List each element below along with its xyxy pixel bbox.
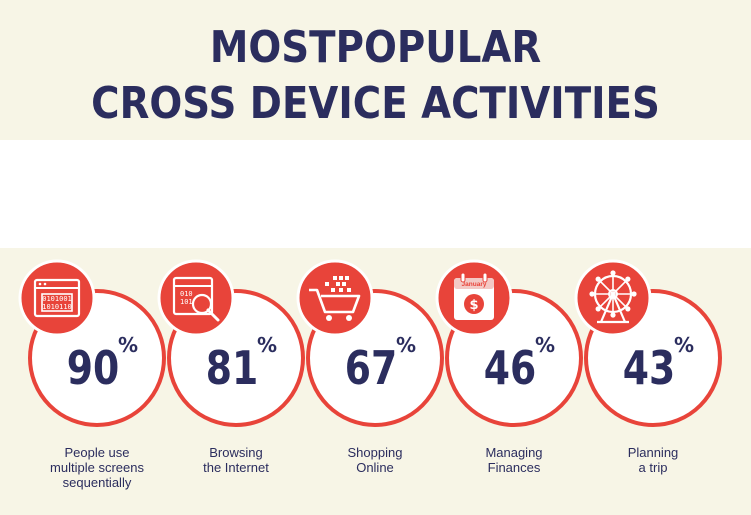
- title-line-2: CROSS DEVICE ACTIVITIES: [91, 78, 660, 129]
- calendar-money-icon: January $: [454, 272, 494, 320]
- stat-label: Finances: [488, 460, 541, 475]
- stat-label: Shopping: [348, 445, 403, 460]
- stat-label: Managing: [485, 445, 542, 460]
- percent-sign: %: [674, 333, 694, 357]
- stat-label: the Internet: [203, 460, 269, 475]
- stat-label: Planning: [628, 445, 679, 460]
- svg-text:0101001: 0101001: [42, 295, 72, 303]
- stat-value: 81: [206, 341, 258, 395]
- title-line-1: MOSTPOPULAR: [209, 22, 542, 73]
- stat-value: 67: [345, 341, 397, 395]
- icon-badge: [296, 259, 374, 337]
- percent-sign: %: [257, 333, 277, 357]
- svg-text:January: January: [462, 281, 487, 288]
- header-band: [0, 0, 751, 140]
- svg-text:101: 101: [180, 298, 193, 306]
- percent-sign: %: [396, 333, 416, 357]
- percent-sign: %: [118, 333, 138, 357]
- percent-sign: %: [535, 333, 555, 357]
- shopping-cart-icon: [309, 276, 361, 321]
- stat-label: People use: [64, 445, 129, 460]
- stat-label: Browsing: [209, 445, 262, 460]
- stat-value: 43: [623, 341, 675, 395]
- svg-text:$: $: [469, 298, 478, 313]
- stat-value: 46: [484, 341, 536, 395]
- stat-value: 90: [67, 341, 119, 395]
- stat-label: sequentially: [63, 475, 132, 490]
- stat-label: multiple screens: [50, 460, 144, 475]
- blank-band: [0, 140, 751, 248]
- stat-label: a trip: [639, 460, 668, 475]
- svg-text:010: 010: [180, 290, 193, 298]
- ferris-wheel-icon: [589, 270, 637, 324]
- svg-text:1010110: 1010110: [42, 303, 72, 311]
- stat-label: Online: [356, 460, 394, 475]
